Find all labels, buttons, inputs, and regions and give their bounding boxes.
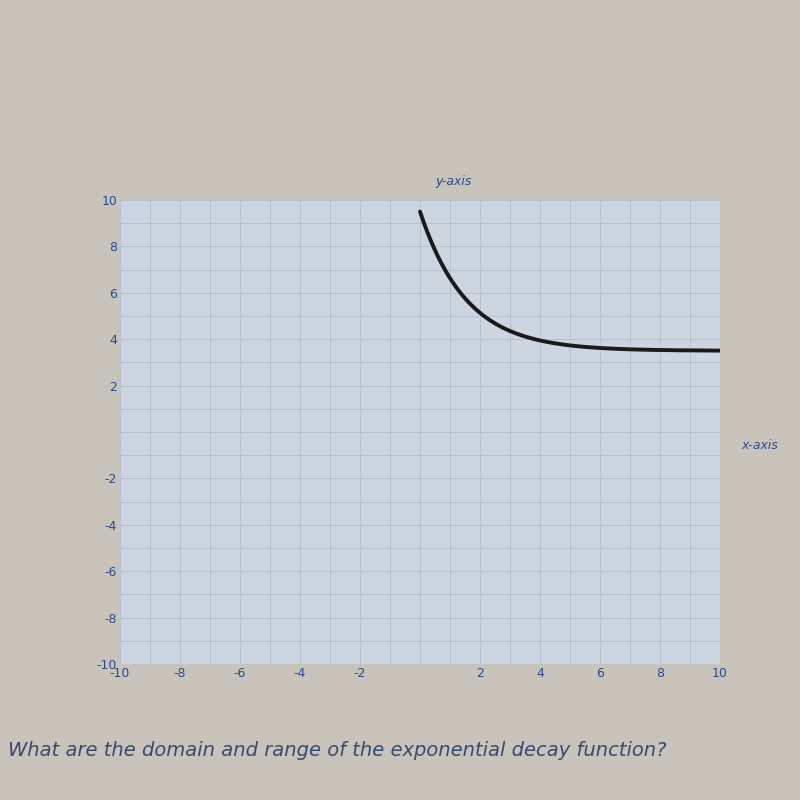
Text: y-axis: y-axis: [435, 175, 471, 188]
Text: x-axis: x-axis: [741, 439, 778, 453]
Text: What are the domain and range of the exponential decay function?: What are the domain and range of the exp…: [8, 741, 666, 760]
